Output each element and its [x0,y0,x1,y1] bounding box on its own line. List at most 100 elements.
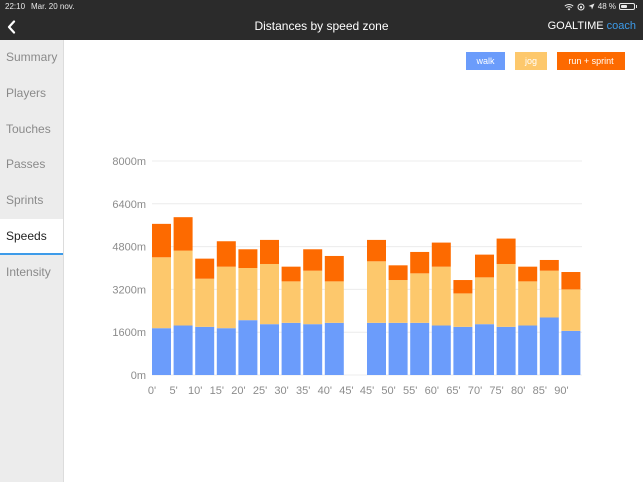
bar-jog [388,280,408,323]
y-tick-label: 1600m [112,327,146,339]
bar-walk [216,328,236,375]
page-title: Distances by speed zone [254,19,389,33]
bar-walk [195,326,215,375]
bar-run-sprint [453,280,473,294]
bar-walk [260,324,279,375]
x-tick-label: 80' [511,385,525,397]
bar-jog [367,261,386,323]
bar-run-sprint [561,272,581,290]
x-tick-label: 5' [169,385,177,397]
bar-run-sprint [303,249,323,271]
x-tick-label: 40' [318,385,332,397]
x-tick-label: 45' [360,385,374,397]
x-tick-label: 70' [468,385,482,397]
x-tick-label: 15' [210,385,224,397]
bar-run-sprint [431,242,451,267]
bar-walk [324,322,344,375]
bar-run-sprint [173,217,193,251]
x-tick-label: 65' [446,385,460,397]
bar-jog [173,250,193,326]
battery-tip [636,5,637,8]
bar-run-sprint [410,251,430,274]
x-tick-label: 35' [296,385,310,397]
sidebar-item-passes[interactable]: Passes [6,157,46,172]
battery-icon [619,3,635,10]
bar-jog [195,278,215,327]
bar-walk [475,324,494,375]
bar-walk [281,322,301,375]
y-tick-label: 3200m [112,284,146,296]
bar-walk [496,326,516,375]
bar-walk [152,328,171,375]
status-date: Mar. 20 nov. [31,2,75,11]
bar-walk [367,322,386,375]
x-tick-label: 20' [231,385,245,397]
wifi-icon [564,3,574,10]
sidebar-item-touches[interactable]: Touches [6,121,51,136]
x-tick-label: 60' [425,385,439,397]
status-icons: 48 % [564,0,637,13]
bar-run-sprint [475,254,494,278]
sidebar-item-summary[interactable]: Summary [6,50,58,64]
navigation-bar: Distances by speed zone GOALTIME coach [0,13,643,40]
sidebar-item-speeds[interactable]: Speeds [0,218,63,255]
sidebar-item-players[interactable]: Players [6,85,47,100]
bar-walk [561,330,581,375]
legend-jog[interactable]: jog [515,52,547,70]
bar-run-sprint [496,238,516,264]
bar-jog [453,293,473,327]
bar-jog [431,266,451,326]
bar-jog [410,273,430,323]
x-tick-label: 50' [381,385,395,397]
y-tick-label: 0m [131,370,146,382]
y-tick-label: 6400m [112,199,146,211]
status-bar: 22:10 Mar. 20 nov. 48 % [0,0,643,13]
bar-run-sprint [281,266,301,282]
bar-jog [281,281,301,323]
bar-walk [173,325,193,375]
battery-percent: 48 % [597,2,616,11]
location-icon [588,3,595,10]
bar-run-sprint [216,241,236,267]
bar-jog [216,266,236,329]
legend-walk[interactable]: walk [466,52,505,70]
bar-walk [453,326,473,375]
bar-run-sprint [195,258,215,279]
bar-jog [496,263,516,327]
x-tick-label: 30' [274,385,288,397]
bar-jog [475,277,494,325]
bar-jog [303,270,323,325]
bar-run-sprint [518,266,538,282]
legend-run-sprint[interactable]: run + sprint [557,52,625,70]
bar-walk [303,324,323,375]
status-time: 22:10 [5,2,26,11]
bar-run-sprint [152,223,171,258]
sidebar-item-intensity[interactable]: Intensity [6,264,51,279]
sidebar: Summary Players Touches Passes Sprints S… [0,40,64,482]
sidebar-item-sprints[interactable]: Sprints [6,193,44,208]
bar-jog [561,289,581,331]
bar-run-sprint [324,255,344,282]
bar-jog [539,270,559,318]
bar-run-sprint [539,259,559,271]
bar-walk [431,325,451,375]
bar-walk [388,322,408,375]
x-tick-label: 25' [253,385,267,397]
x-tick-label: 55' [403,385,417,397]
x-tick-label: 85' [533,385,547,397]
back-button[interactable] [2,13,20,40]
bar-walk [238,320,258,375]
y-tick-label: 8000m [112,156,146,168]
bar-run-sprint [388,265,408,281]
bar-walk [518,325,538,375]
x-tick-label: 45' [339,385,353,397]
brand-name: GOALTIME [547,20,604,32]
x-tick-label: 0' [148,385,156,397]
distance-chart: 0m 1600m 3200m 4800m 6400m 8000m 0' 5' 10' 15' 20'… [112,156,582,397]
x-tick-label: 90' [554,385,568,397]
bar-jog [238,268,258,321]
bar-jog [518,281,538,326]
x-tick-label: 10' [188,385,202,397]
bar-run-sprint [238,249,258,268]
brand-sub: coach [606,20,636,32]
